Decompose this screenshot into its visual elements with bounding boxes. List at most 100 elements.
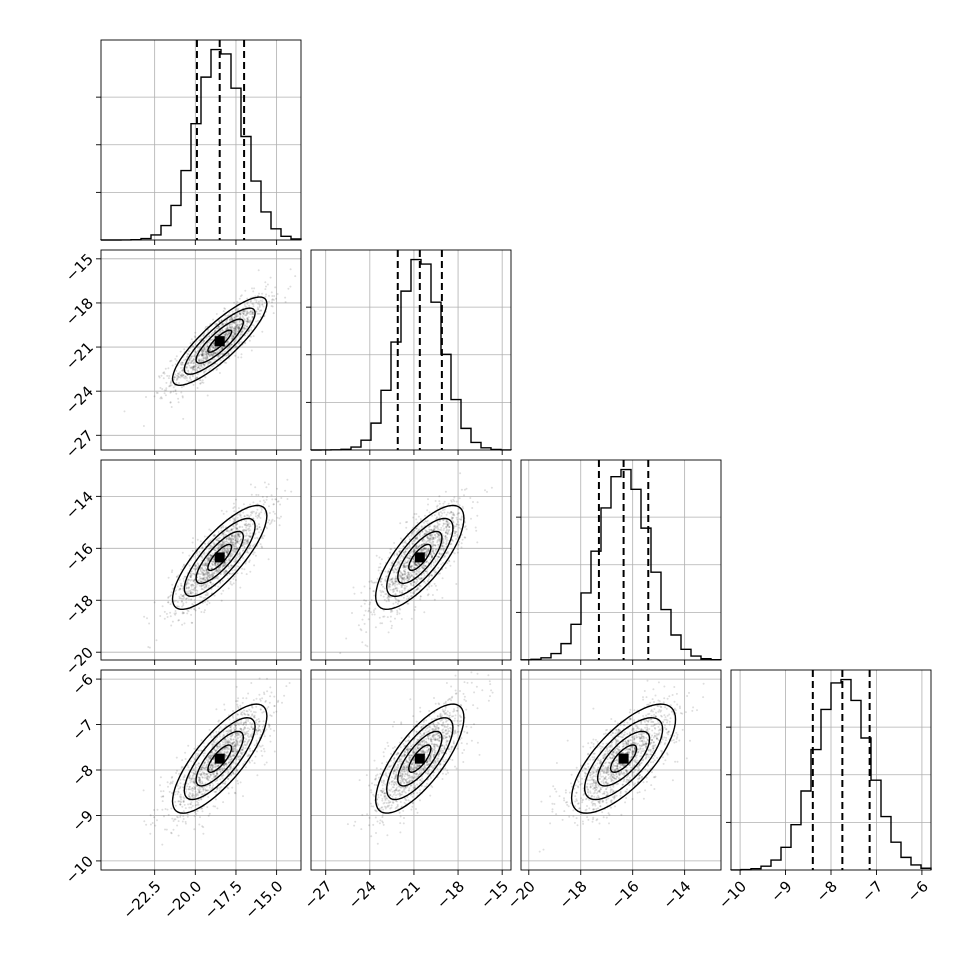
scatter-point bbox=[203, 347, 206, 350]
scatter-point bbox=[391, 589, 394, 591]
scatter-point bbox=[227, 587, 230, 590]
scatter-point bbox=[190, 371, 193, 374]
scatter-point bbox=[438, 495, 441, 498]
scatter-point bbox=[210, 333, 213, 335]
scatter-point bbox=[209, 355, 211, 358]
scatter-point bbox=[203, 552, 206, 555]
scatter-point bbox=[246, 325, 248, 328]
scatter-point bbox=[462, 507, 465, 510]
scatter-point bbox=[410, 617, 413, 620]
scatter-point bbox=[394, 584, 396, 587]
scatter-point bbox=[159, 386, 162, 389]
scatter-point bbox=[245, 312, 248, 315]
scatter-point bbox=[257, 319, 259, 322]
scatter-point bbox=[215, 323, 218, 326]
scatter-point bbox=[378, 556, 381, 559]
scatter-point bbox=[233, 569, 236, 571]
scatter-point bbox=[264, 512, 267, 515]
scatter-point bbox=[364, 644, 367, 647]
scatter-point bbox=[178, 772, 181, 775]
scatter-point bbox=[179, 376, 182, 379]
panel-frame bbox=[100, 459, 302, 661]
scatter-point bbox=[433, 527, 436, 530]
scatter-point bbox=[202, 353, 205, 356]
scatter-point bbox=[379, 562, 382, 565]
scatter-point bbox=[201, 354, 204, 357]
scatter-point bbox=[234, 762, 237, 765]
scatter-point bbox=[276, 500, 279, 503]
scatter-point bbox=[425, 540, 428, 543]
scatter-point bbox=[267, 521, 270, 524]
scatter-point bbox=[409, 595, 412, 598]
scatter-point bbox=[202, 342, 205, 345]
scatter-point bbox=[434, 534, 437, 537]
scatter-point bbox=[431, 536, 434, 539]
scatter-point bbox=[205, 353, 208, 356]
scatter-point bbox=[249, 319, 252, 322]
scatter-point bbox=[243, 568, 246, 571]
scatter-point bbox=[211, 365, 213, 368]
scatter-point bbox=[186, 366, 189, 369]
density-peak bbox=[414, 552, 425, 563]
scatter-point bbox=[197, 365, 200, 368]
scatter-point bbox=[401, 573, 404, 575]
scatter-point bbox=[220, 509, 223, 512]
scatter-point bbox=[210, 544, 212, 547]
scatter-point bbox=[408, 577, 411, 580]
scatter-point bbox=[200, 342, 203, 344]
scatter-point bbox=[181, 551, 184, 554]
scatter-point bbox=[190, 367, 193, 369]
scatter-point bbox=[244, 324, 247, 327]
scatter-point bbox=[430, 584, 433, 587]
scatter-point bbox=[181, 369, 183, 372]
scatter-point bbox=[191, 541, 194, 544]
scatter-point bbox=[235, 345, 238, 348]
scatter-point bbox=[216, 539, 219, 542]
scatter-point bbox=[221, 329, 224, 332]
scatter-point bbox=[265, 293, 268, 296]
scatter-point bbox=[176, 376, 179, 379]
scatter-point bbox=[214, 329, 216, 332]
scatter-point bbox=[161, 605, 164, 608]
scatter-point bbox=[207, 577, 209, 580]
scatter-point bbox=[174, 373, 177, 376]
scatter-point bbox=[243, 328, 246, 331]
scatter-point bbox=[142, 425, 145, 427]
scatter-point bbox=[419, 535, 422, 538]
scatter-point bbox=[225, 328, 228, 331]
scatter-point bbox=[227, 332, 230, 335]
scatter-point bbox=[461, 505, 464, 508]
scatter-point bbox=[186, 612, 189, 615]
scatter-point bbox=[257, 308, 260, 311]
scatter-point bbox=[198, 359, 200, 362]
scatter-point bbox=[175, 592, 177, 595]
scatter-point bbox=[213, 351, 216, 354]
scatter-point bbox=[251, 311, 254, 314]
scatter-point bbox=[434, 535, 437, 538]
scatter-point bbox=[191, 367, 194, 370]
scatter-point bbox=[190, 578, 193, 581]
scatter-point bbox=[201, 354, 204, 357]
scatter-point bbox=[258, 531, 260, 534]
scatter-point bbox=[206, 593, 209, 596]
scatter-point bbox=[187, 370, 190, 373]
scatter-point bbox=[187, 369, 190, 372]
scatter-point bbox=[242, 311, 245, 314]
scatter-point bbox=[169, 401, 172, 404]
scatter-point bbox=[220, 324, 223, 327]
scatter-point bbox=[159, 397, 162, 400]
scatter-point bbox=[221, 352, 224, 355]
scatter-point bbox=[238, 327, 241, 330]
scatter-point bbox=[197, 358, 200, 361]
scatter-point bbox=[431, 514, 433, 517]
scatter-point bbox=[236, 324, 239, 327]
scatter-point bbox=[426, 588, 429, 591]
scatter-point bbox=[233, 333, 236, 336]
scatter-point bbox=[271, 298, 274, 301]
scatter-point bbox=[181, 623, 184, 626]
scatter-point bbox=[255, 299, 258, 302]
scatter-point bbox=[182, 818, 185, 820]
scatter-point bbox=[236, 300, 239, 303]
scatter-point bbox=[196, 366, 199, 369]
scatter-point bbox=[261, 300, 264, 303]
